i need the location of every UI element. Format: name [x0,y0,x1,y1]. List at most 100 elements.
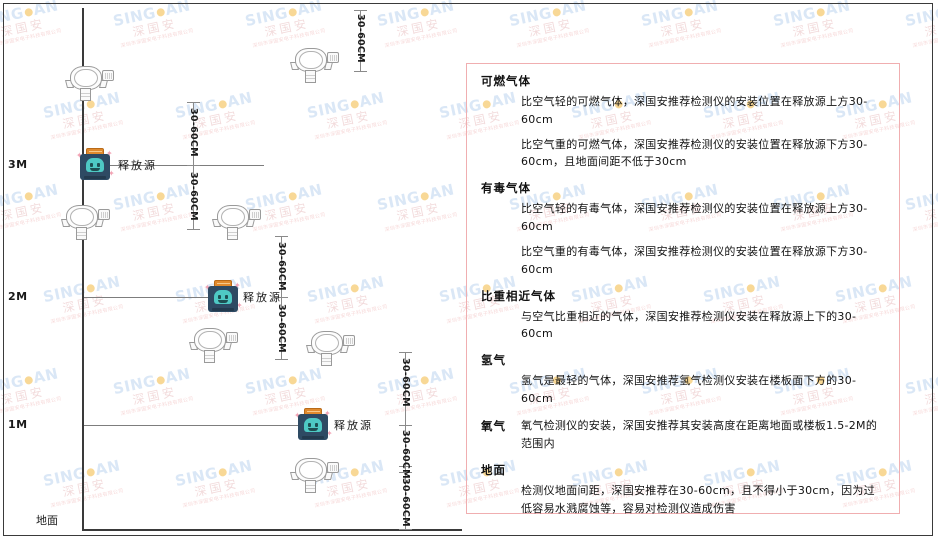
release-source-icon: ✦ ✦ ✦ [76,148,115,182]
guideline-section-ground: 地面 检测仪地面间距，深国安推荐在30-60cm，且不得小于30cm，因为过低容易… [481,462,885,518]
source-label-2m: 释放源 [243,291,282,304]
dim-tick [399,352,412,353]
source-eye-left [90,163,93,167]
detector-mount [227,227,238,240]
dim-tick [187,102,200,103]
source-base [84,176,106,179]
release-source-icon: ✦ ✦ ✦ [294,408,333,442]
dim-tick [354,10,367,11]
guideline-section-oxygen: 氧气 氧气检测仪的安装，深国安推荐其安装高度在距离地面或楼板1.5-2M的范围内 [481,417,885,453]
detector-sensor [299,51,323,69]
section-paragraph: 比空气轻的有毒气体，深国安推荐检测仪的安装位置在释放源上方30-60cm [521,202,868,234]
level-line-2m [84,297,222,298]
dim-tick [354,71,367,72]
source-screen [304,418,322,432]
section-paragraph: 比空气重的有毒气体，深国安推荐检测仪的安装位置在释放源下方30-60cm [521,244,868,276]
dim-tick [187,165,200,166]
source-screen [214,290,232,304]
detector-sensor [221,208,245,226]
section-title: 比重相近气体 [481,288,556,303]
section-paragraph: 氢气是最轻的气体，深国安推荐氢气检测仪安装在楼板面下方的30-60cm [521,374,857,405]
detector-probe [102,70,114,81]
source-label-3m: 释放源 [118,159,157,172]
gas-detector-icon [211,203,263,243]
guideline-section: 可燃气体 比空气轻的可燃气体，深国安推荐检测仪的安装位置在释放源上方30-60cm… [481,73,885,171]
source-body [80,154,110,180]
detector-mount [305,480,316,493]
dim-tick [187,229,200,230]
section-title: 氢气 [481,353,506,368]
level-line-1m [84,425,310,426]
gas-detector-icon [188,326,240,366]
source-label-1m: 释放源 [334,419,373,432]
section-paragraph: 比空气重的可燃气体，深国安推荐检测仪的安装位置在释放源下方30-60cm，且地面… [521,137,868,169]
detector-mount [321,353,332,366]
dim-rail-mid-left [193,102,194,230]
dim-rail-top [360,10,361,72]
source-eye-right [225,295,228,299]
source-eye-left [308,423,311,427]
section-title: 氧气 [481,418,506,433]
guidelines-panel: 可燃气体 比空气轻的可燃气体，深国安推荐检测仪的安装位置在释放源上方30-60cm… [466,63,900,515]
detector-sensor [70,208,94,226]
guideline-section: 氢气 氢气是最轻的气体，深国安推荐氢气检测仪安装在楼板面下方的30-60cm [481,352,885,408]
detector-sensor [315,334,339,352]
ground-baseline [82,529,462,531]
level-line-3m [84,165,264,166]
section-paragraph: 比空气轻的可燃气体，深国安推荐检测仪的安装位置在释放源上方30-60cm [521,95,868,126]
gas-detector-icon [60,203,112,243]
outer-frame [3,3,933,536]
source-eye-right [315,423,318,427]
dim-tick [275,297,288,298]
source-body [298,414,328,440]
vertical-axis [82,8,84,531]
detector-probe [327,52,339,63]
dim-tick [399,529,412,530]
dim-tick [275,359,288,360]
ground-label: 地面 [36,514,58,527]
source-eye-right [97,163,100,167]
dim-tick [275,236,288,237]
section-title: 有毒气体 [481,181,531,196]
source-eye-left [218,295,221,299]
guideline-section: 有毒气体比空气轻的有毒气体，深国安推荐检测仪的安装位置在释放源上方30-60cm… [481,180,885,278]
gas-detector-icon [64,64,116,104]
section-title: 地面 [481,463,506,478]
source-mouth [218,300,228,303]
axis-label-2m: 2M [8,290,28,303]
section-paragraph: 检测仪地面间距，深国安推荐在30-60cm，且不得小于30cm，因为过低容易水溅… [521,484,875,516]
detector-mount [76,227,87,240]
source-mouth [90,168,100,171]
dim-label: 30-60CM [400,430,411,479]
dim-tick [399,466,412,467]
dim-tick [399,472,412,473]
gas-detector-icon [289,46,341,86]
detector-probe [343,335,355,346]
axis-label-3m: 3M [8,158,28,171]
source-mouth [308,428,318,431]
gas-detector-icon [289,456,341,496]
dim-label: 30-60CM [355,14,366,63]
dim-label: 30-60CM [188,108,199,157]
section-paragraph: 氧气检测仪的安装，深国安推荐其安装高度在距离地面或楼板1.5-2M的范围内 [521,418,878,450]
dim-rail-bottom [405,352,406,530]
guideline-section: 比重相近气体与空气比重相近的气体，深国安推荐检测仪安装在释放源上下的30-60c… [481,288,885,344]
detector-probe [98,209,110,220]
dim-label: 30-60CM [400,358,411,407]
dim-label: 30-60CM [188,172,199,221]
dim-label: 30-60CM [276,304,287,353]
detector-sensor [299,461,323,479]
section-paragraph: 与空气比重相近的气体，深国安推荐检测仪安装在释放源上下的30-60cm [521,309,857,341]
source-base [302,436,324,439]
detector-sensor [198,331,222,349]
dim-label: 30-60CM [276,242,287,291]
detector-probe [249,209,261,220]
dim-label: 30-60CM [400,478,411,527]
dim-tick [399,425,412,426]
axis-label-1m: 1M [8,418,28,431]
source-screen [86,158,104,172]
